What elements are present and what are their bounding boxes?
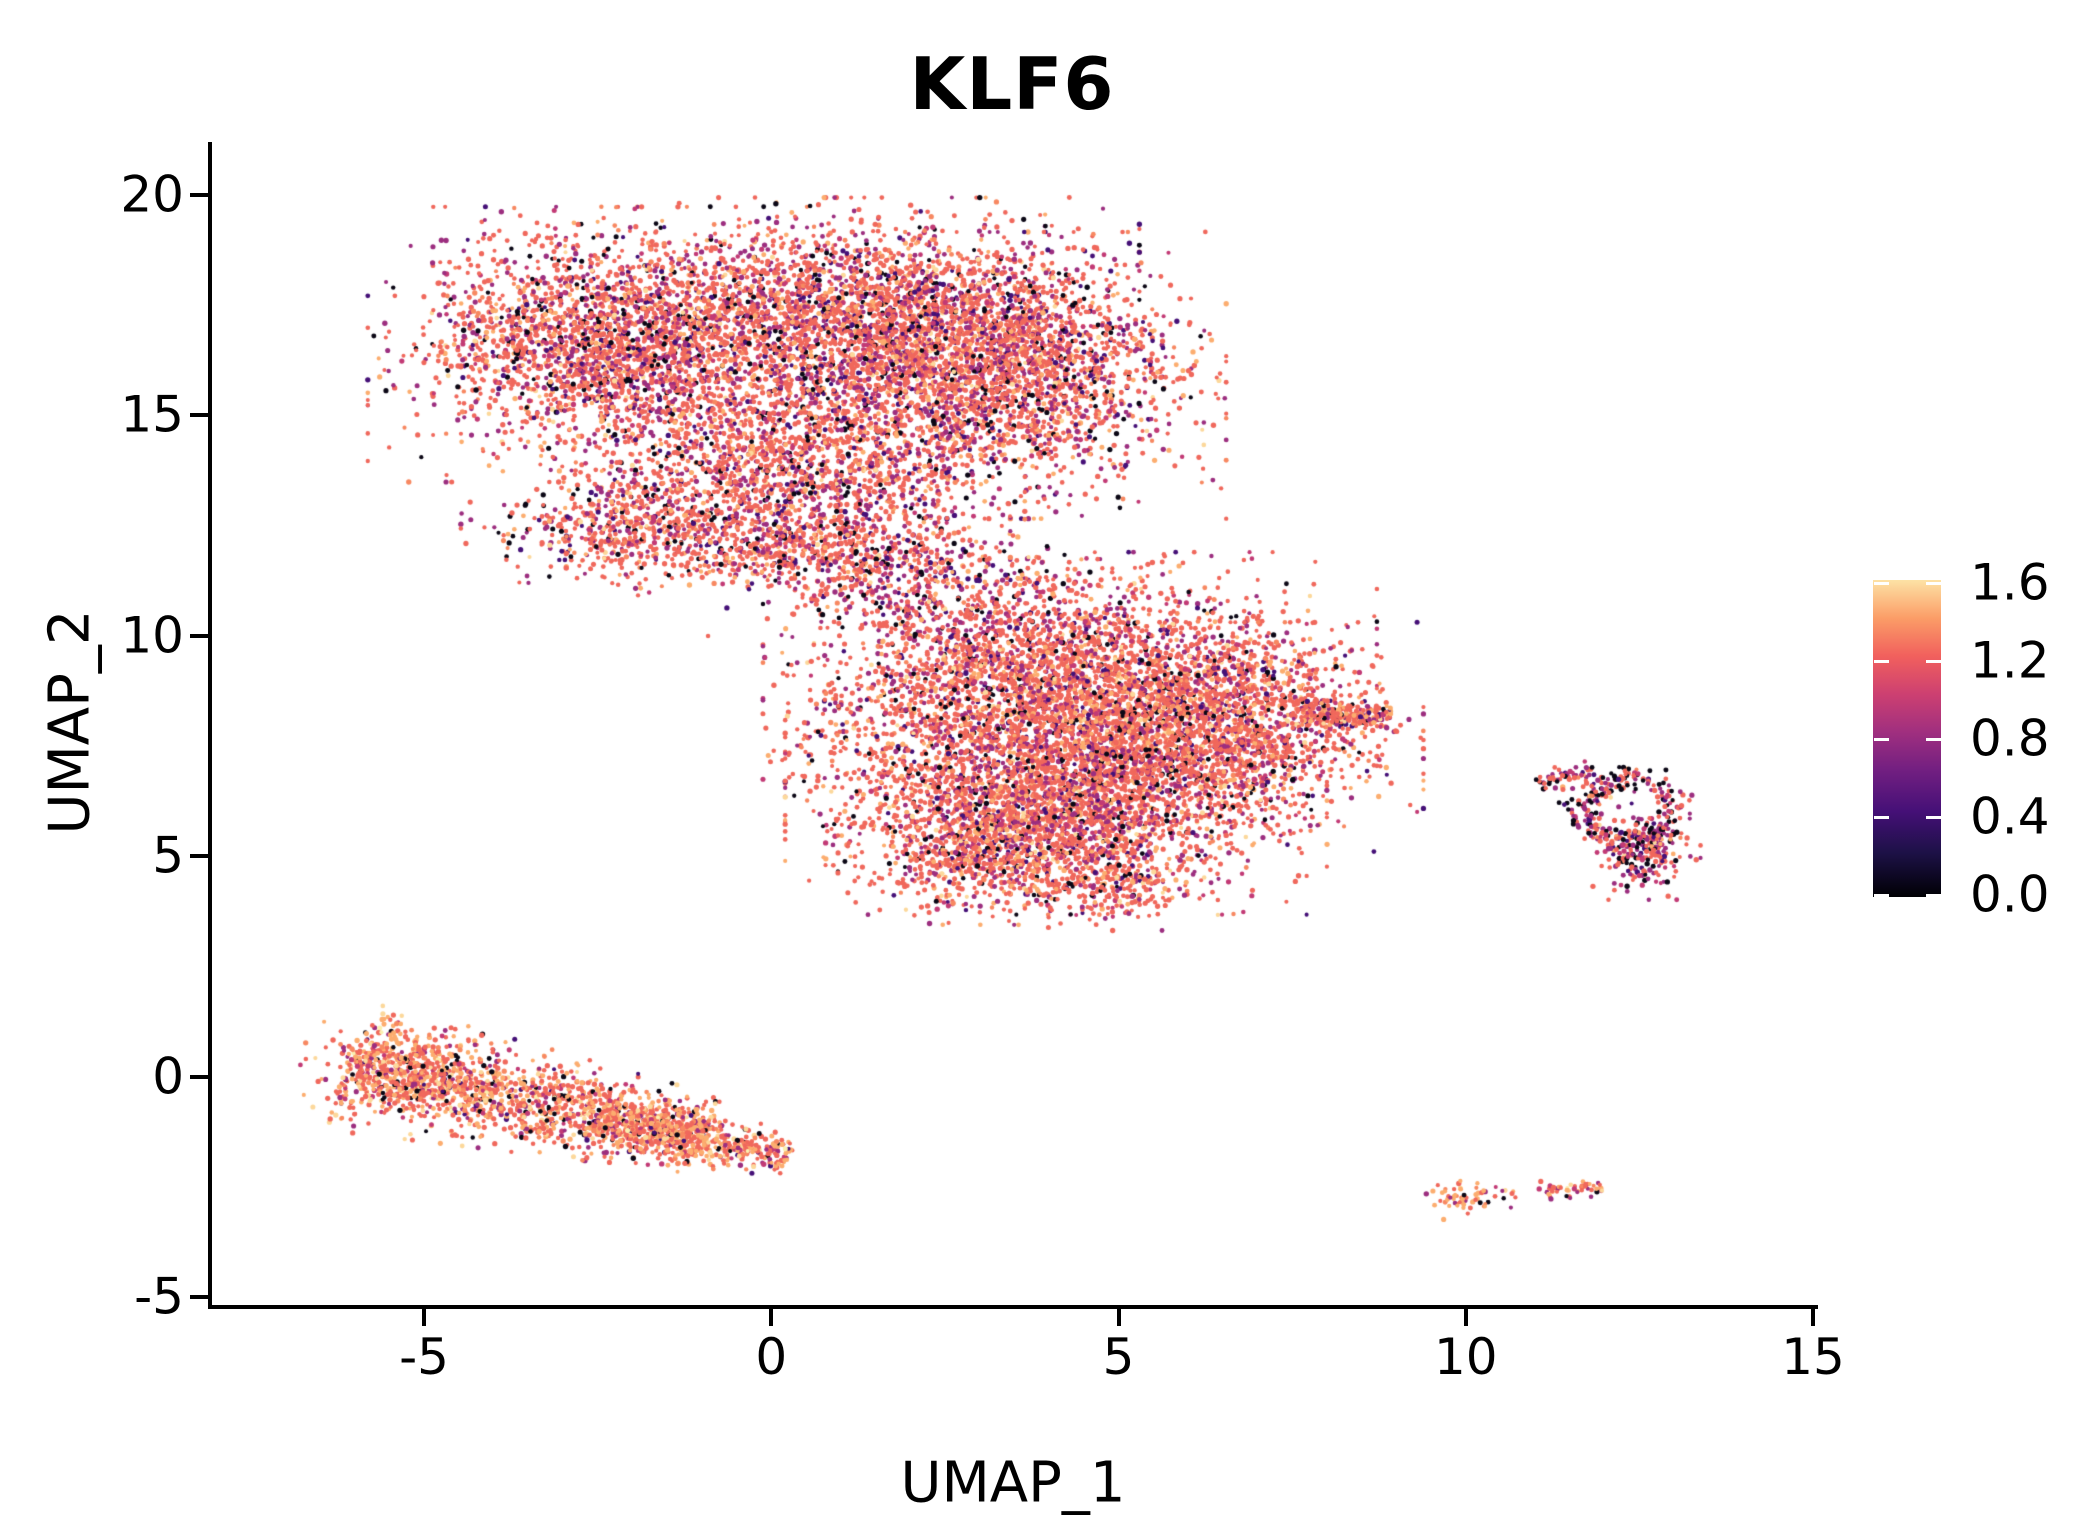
x-axis-line [208,1305,1818,1309]
colorbar-tick-label: 1.2 [1970,631,2050,690]
y-axis-line [208,142,212,1309]
y-tick-label: 5 [152,826,184,885]
colorbar-tick-label: 1.6 [1970,553,2050,612]
x-tick-label: -5 [399,1328,449,1386]
colorbar-tick-mark [1874,659,1889,663]
y-tick-label: 20 [120,165,184,223]
y-tick-mark [190,192,208,197]
x-axis-title: UMAP_1 [900,1450,1126,1516]
y-axis-title: UMAP_2 [37,609,103,835]
y-tick-label: 0 [152,1047,184,1105]
x-tick-label: 15 [1781,1328,1845,1386]
y-tick-label: 10 [120,606,184,664]
x-tick-mark [422,1309,427,1326]
x-tick-mark [1463,1309,1468,1326]
colorbar-tick-label: 0.0 [1970,865,2050,924]
colorbar-tick-mark [1874,893,1889,897]
x-tick-label: 5 [1102,1328,1135,1386]
y-tick-label: -5 [134,1267,184,1326]
colorbar-tick-mark [1926,737,1941,741]
y-tick-mark [190,1295,208,1299]
colorbar-tick-mark [1926,659,1941,663]
x-tick-mark [1811,1309,1816,1326]
y-tick-mark [190,1074,208,1079]
y-tick-mark [190,413,208,417]
colorbar-tick-mark [1926,893,1941,897]
y-tick-mark [190,633,208,638]
plot-title: KLF6 [909,42,1115,126]
colorbar-tick-mark [1874,737,1889,741]
x-tick-label: 10 [1433,1328,1498,1386]
colorbar-tick-mark [1926,815,1941,819]
colorbar-tick-mark [1874,815,1889,819]
colorbar-tick-mark [1926,581,1941,585]
x-tick-mark [769,1309,774,1326]
y-tick-mark [190,854,208,858]
colorbar-tick-label: 0.8 [1970,709,2050,768]
x-tick-label: 0 [755,1328,788,1386]
x-tick-mark [1116,1309,1121,1326]
y-tick-label: 15 [120,385,184,444]
colorbar-tick-label: 0.4 [1970,787,2050,846]
colorbar-tick-mark [1874,581,1889,585]
